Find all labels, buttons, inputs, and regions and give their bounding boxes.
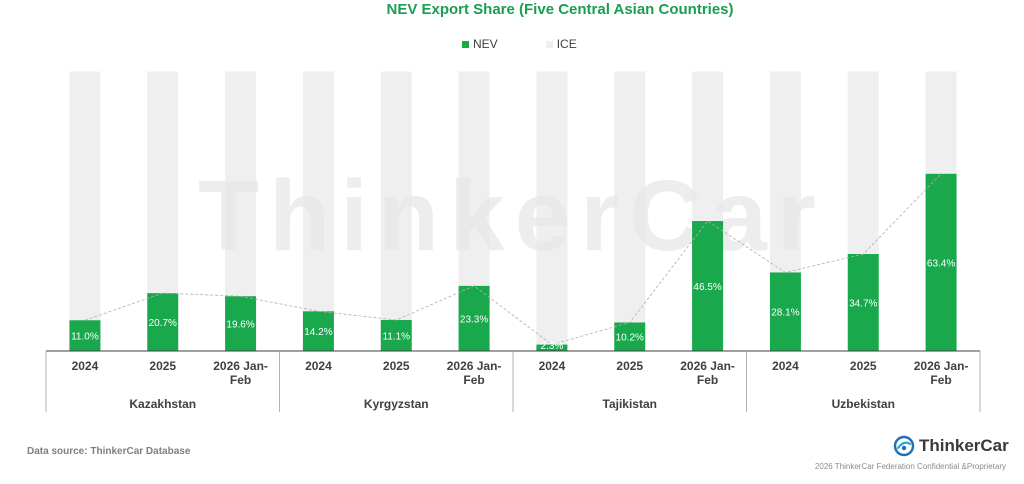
tick-label-7: 2025 [616,359,643,373]
tick-label-5: 2026 Jan-Feb [447,359,502,387]
group-label-1: Kyrgyzstan [364,397,429,411]
bar-nev-7 [614,322,646,351]
group-label-2: Tajikistan [603,397,657,411]
watermark-text: ThinkerCar [198,160,826,272]
bar-ice-4 [380,71,412,320]
tick-label-11: 2026 Jan-Feb [914,359,969,387]
confidential-note: 2026 ThinkerCar Federation Confidential … [814,462,1006,471]
bar-ice-7 [614,71,646,323]
tick-label-4: 2025 [383,359,410,373]
bar-ice-0 [69,71,101,321]
data-label-nev-5: 23.3% [460,314,488,325]
group-label-3: Uzbekistan [832,397,895,411]
data-label-nev-6: 2.3% [541,341,564,352]
bar-nev-3 [302,311,334,351]
tick-label-1: 2025 [149,359,176,373]
bar-nev-11 [925,173,957,351]
legend-label-nev: NEV [473,37,498,51]
bar-ice-10 [847,71,879,255]
bar-ice-11 [925,71,957,174]
data-source-note: Data source: ThinkerCar Database [27,446,191,457]
bar-nev-0 [69,320,101,351]
bar-ice-9 [769,71,801,273]
legend-item-nev: NEV [462,37,498,51]
group-label-0: Kazakhstan [129,397,196,411]
bar-ice-3 [302,71,334,312]
data-label-nev-11: 63.4% [927,258,955,269]
data-label-nev-2: 19.6% [226,320,254,331]
bar-nev-2 [225,296,257,351]
bar-ice-8 [692,71,724,222]
legend-item-ice: ICE [545,37,577,51]
legend-label-ice: ICE [556,37,577,51]
bar-ice-5 [458,71,490,286]
brand-logo: ThinkerCar [893,434,1009,458]
data-label-nev-3: 14.2% [304,327,332,338]
legend-swatch-ice [545,40,553,48]
data-label-nev-7: 10.2% [616,333,644,344]
tick-label-8: 2026 Jan-Feb [680,359,735,387]
bar-nev-8 [692,221,724,351]
bar-nev-1 [147,293,179,351]
data-label-nev-10: 34.7% [849,299,877,310]
bar-ice-1 [147,71,179,294]
tick-label-3: 2024 [305,359,332,373]
data-label-nev-0: 11.0% [71,332,99,343]
data-label-nev-8: 46.5% [693,282,721,293]
tick-label-0: 2024 [72,359,99,373]
tick-label-9: 2024 [772,359,799,373]
thinkercar-logo-icon [893,435,915,457]
tick-label-10: 2025 [850,359,877,373]
bar-nev-6 [536,344,568,351]
logo-text: ThinkerCar [919,436,1009,455]
tick-label-6: 2024 [539,359,566,373]
bar-nev-5 [458,285,490,351]
bar-ice-6 [536,71,568,345]
data-label-nev-9: 28.1% [771,308,799,319]
bar-nev-4 [380,319,412,351]
bar-nev-9 [769,272,801,351]
chart-title: NEV Export Share (Five Central Asian Cou… [386,1,734,18]
data-label-nev-4: 11.1% [382,331,410,342]
bar-ice-2 [225,71,257,297]
data-label-nev-1: 20.7% [149,318,177,329]
bar-nev-10 [847,254,879,351]
legend-swatch-nev [462,40,469,48]
chart-legend: NEV ICE [462,36,577,52]
tick-label-2: 2026 Jan-Feb [213,359,268,387]
nev-trend-line [84,173,942,346]
